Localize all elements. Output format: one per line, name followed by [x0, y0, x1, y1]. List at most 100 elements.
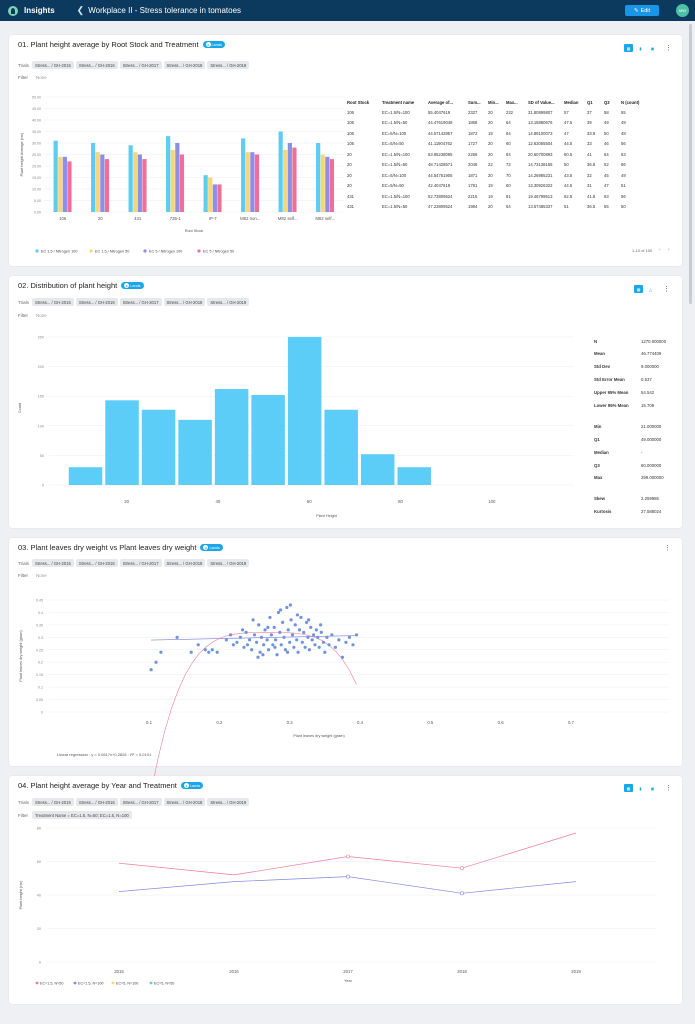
lands-badge[interactable]: ● Lands [200, 544, 223, 551]
scatter-point [258, 650, 262, 654]
table-cell: 106 [347, 120, 354, 126]
card-title: 01. Plant height average by Root Stock a… [18, 40, 199, 49]
trial-chip[interactable]: Stress... / GH-2016 [75, 298, 118, 306]
table-cell: EC=5/N=50 [382, 183, 404, 189]
line-point [346, 854, 350, 859]
column-header[interactable]: Average of... [428, 99, 453, 105]
table-cell: 50 [621, 204, 626, 210]
grid-icon[interactable]: ▣ [650, 785, 655, 791]
next-page-icon[interactable]: › [668, 247, 670, 253]
table-icon[interactable]: ▦ [634, 285, 643, 293]
table-row: 431 EC=1.5/N=100 52.73809524 2215 19 81 19.467… [347, 191, 647, 202]
trial-chip[interactable]: Stress... / GH-2019 [207, 559, 250, 567]
trial-chip[interactable]: Stress... / GH-2016 [75, 798, 118, 806]
lands-icon: ● [203, 545, 209, 550]
column-header[interactable]: Median [564, 99, 579, 105]
lands-badge[interactable]: ● Lands [121, 282, 144, 289]
column-header[interactable]: Sum... [468, 99, 481, 105]
table-cell: 44.54761905 [428, 172, 453, 178]
table-cell: 52.73809524 [428, 193, 453, 199]
trial-chip[interactable]: Stress... / GH-2015 [32, 61, 74, 69]
x-tick-label: 2017 [343, 969, 353, 974]
trial-chip[interactable]: Stress... / GH-2015 [32, 559, 74, 567]
trial-chip[interactable]: Stress... / GH-2015 [32, 798, 74, 806]
trial-chip[interactable]: Stress... / GH-2017 [119, 61, 162, 69]
trial-chips: Stress... / GH-2015 Stress... / GH-2016 … [32, 61, 250, 69]
filter-value: None [36, 313, 47, 318]
scatter-point [149, 668, 153, 672]
scrollbar[interactable] [689, 24, 692, 304]
stat-label: Std Dev [594, 364, 610, 369]
trial-chip[interactable]: Stress... / GH-2019 [207, 298, 250, 306]
edit-button[interactable]: ✎ Edit [625, 5, 659, 16]
bar-chart-icon[interactable]: ▮ [639, 785, 642, 791]
y-tick-label: 20.00 [32, 165, 41, 169]
more-vertical-icon[interactable]: ⋮ [663, 286, 670, 293]
avatar[interactable]: MW [676, 4, 689, 17]
trial-chip[interactable]: Stress... / GH-2018 [163, 559, 206, 567]
column-header[interactable]: Max... [506, 99, 518, 105]
x-tick-label: M82 self... [278, 216, 298, 221]
lands-badge[interactable]: ● Lands [180, 782, 204, 789]
card-tools: ▦ ▮ ▣ ⋮ [624, 44, 672, 52]
table-icon[interactable]: ▦ [624, 784, 633, 792]
scatter-point [259, 635, 264, 639]
trial-chip[interactable]: Stress... / GH-2018 [163, 298, 206, 306]
scatter-point [354, 633, 359, 637]
card-title: 02. Distribution of plant height [18, 281, 118, 290]
scatter-point [252, 633, 257, 637]
lands-badge[interactable]: ● Lands [202, 41, 225, 48]
trial-chip[interactable]: Stress... / GH-2019 [207, 61, 250, 69]
trials-label: Trials [18, 63, 29, 68]
back-chevron-icon[interactable]: ❮ [76, 5, 85, 15]
trial-chip[interactable]: Stress... / GH-2016 [75, 61, 118, 69]
table-cell: 66 [621, 162, 626, 168]
column-header[interactable]: Root Stock [347, 99, 370, 105]
y-tick-label: 0 [41, 711, 43, 715]
scatter-point [295, 613, 300, 617]
app-title: Insights [24, 6, 55, 15]
bar [329, 159, 335, 212]
trial-chip[interactable]: Stress... / GH-2015 [32, 298, 74, 306]
table-cell: 41.8 [587, 193, 596, 199]
table-cell: 70 [506, 172, 511, 178]
column-header[interactable]: N (count) [621, 99, 640, 105]
trial-chip[interactable]: Stress... / GH-2016 [75, 559, 118, 567]
table-icon[interactable]: ▦ [624, 44, 633, 52]
column-header[interactable]: Q3 [604, 99, 610, 105]
table-cell: EC=5/N=100 [382, 172, 407, 178]
stat-label: Median [594, 450, 609, 455]
trial-chip[interactable]: Stress... / GH-2018 [163, 798, 206, 806]
table-row: 106 EC=5/N=100 44.57142857 1872 19 64 14.89100… [347, 128, 647, 139]
prev-page-icon[interactable]: ‹ [659, 247, 661, 253]
scatter-point [196, 643, 200, 647]
legend-swatch [35, 249, 39, 253]
trial-chip[interactable]: Stress... / GH-2018 [163, 61, 206, 69]
warning-icon[interactable]: △ [648, 286, 653, 292]
scatter-point [333, 645, 337, 649]
column-header[interactable]: Q1 [587, 99, 593, 105]
more-vertical-icon[interactable]: ⋮ [664, 545, 671, 552]
grid-icon[interactable]: ▣ [650, 45, 655, 51]
column-header[interactable]: Min... [488, 99, 499, 105]
table-cell: EC=1.5/N=50 [382, 162, 408, 168]
more-vertical-icon[interactable]: ⋮ [665, 785, 672, 792]
trial-chip[interactable]: Stress... / GH-2017 [119, 798, 162, 806]
column-header[interactable]: Treatment name [382, 99, 415, 105]
y-tick-label: 45.00 [32, 107, 41, 111]
more-vertical-icon[interactable]: ⋮ [665, 45, 672, 52]
table-cell: 2215 [468, 193, 478, 199]
bar-chart-icon[interactable]: ▮ [639, 45, 642, 51]
histogram-bar [397, 467, 431, 485]
scatter-point [266, 625, 270, 629]
trial-chip[interactable]: Stress... / GH-2019 [207, 798, 250, 806]
trial-chip[interactable]: Stress... / GH-2017 [119, 559, 162, 567]
trial-chip[interactable]: Stress... / GH-2017 [119, 298, 162, 306]
column-header[interactable]: SD of Value... [528, 99, 555, 105]
filter-chip[interactable]: Treatment Name = EC=1.5, N=50; EC=1.5, N… [32, 811, 132, 819]
scatter-point [250, 648, 254, 652]
legend-label: EC 1.5 / Nitrogen 50 [95, 249, 129, 253]
scatter-point [299, 615, 303, 620]
table-cell: 37 [587, 109, 592, 115]
stat-value: 299.000000 [641, 475, 664, 480]
